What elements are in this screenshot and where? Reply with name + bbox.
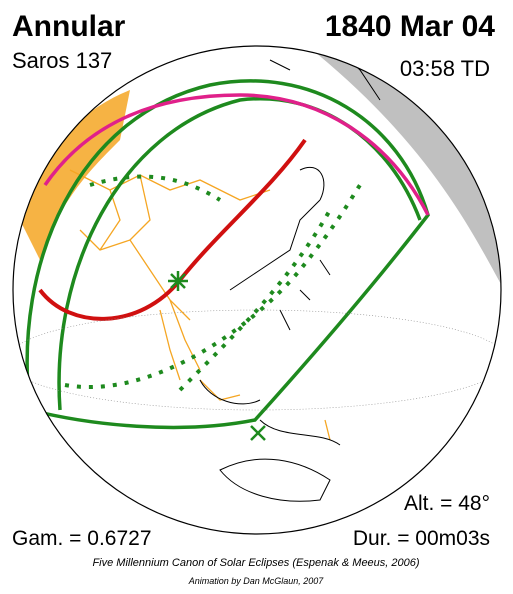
rise-set-curve (43, 93, 430, 216)
land (20, 90, 130, 260)
penumbra-limit (25, 79, 430, 430)
globe (13, 46, 501, 534)
altitude: Alt. = 48° (404, 492, 490, 515)
gamma: Gam. = 0.6727 (12, 527, 152, 550)
date: 1840 Mar 04 (325, 10, 495, 43)
credit: Five Millennium Canon of Solar Eclipses … (92, 557, 419, 569)
globe-outline (12, 45, 502, 535)
greatest-eclipse (168, 271, 266, 441)
animation-credit: Animation by Dan McGlaun, 2007 (188, 576, 325, 586)
borders (69, 169, 331, 441)
time: 03:58 TD (400, 56, 490, 81)
saros: Saros 137 (12, 48, 112, 73)
duration: Dur. = 00m03s (353, 527, 490, 550)
title: Annular (12, 10, 126, 43)
magnitude-lines (64, 174, 362, 392)
